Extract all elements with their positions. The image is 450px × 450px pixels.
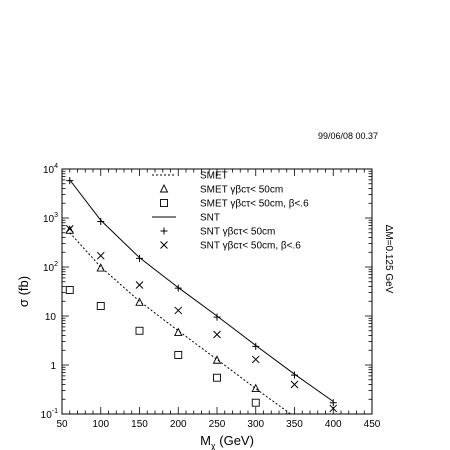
data-point-snt-c-50cm	[252, 342, 260, 350]
data-point-smet-c-50cm-6	[96, 302, 105, 310]
data-point-smet-c-50cm	[251, 383, 260, 393]
legend-label: SNT γβcτ< 50cm, β<.6	[200, 241, 301, 252]
data-point-snt-c-50cm	[136, 254, 143, 262]
legend-marker-swatch	[160, 227, 168, 235]
data-point-snt-c-50cm-6	[135, 281, 144, 289]
y-tick-label: 10	[45, 312, 57, 323]
y-tick-label: 10-1	[41, 408, 58, 421]
data-point-smet-c-50cm-6	[251, 398, 260, 407]
y-axis-label: σ (fb)	[16, 276, 31, 307]
y-tick-label: 102	[43, 261, 58, 274]
data-point-smet-c-50cm	[65, 225, 74, 234]
y-tick-label: 1	[50, 361, 56, 372]
data-point-snt-c-50cm	[329, 399, 337, 407]
data-point-snt-c-50cm-6	[96, 251, 105, 260]
data-point-smet-c-50cm	[96, 263, 105, 272]
data-point-snt-c-50cm-6	[290, 380, 299, 389]
x-tick-label: 250	[209, 419, 226, 430]
legend-label: SMET γβcτ< 50cm, β<.6	[200, 199, 309, 210]
legend-label: SNT γβcτ< 50cm	[200, 227, 275, 238]
legend-label: SMET γβcτ< 50cm	[200, 185, 283, 196]
data-point-snt-c-50cm	[66, 177, 74, 185]
legend-marker-swatch	[159, 183, 169, 193]
plot-series	[65, 177, 338, 415]
data-point-smet-c-50cm	[212, 355, 222, 364]
legend-marker-swatch	[160, 241, 168, 249]
x-tick-label: 400	[325, 419, 342, 430]
y-tick-label: 103	[43, 212, 58, 225]
data-point-snt-c-50cm-6	[65, 225, 74, 233]
x-tick-label: 300	[247, 419, 264, 430]
data-point-smet-c-50cm	[135, 297, 144, 306]
legend-label: SNT	[200, 213, 220, 224]
x-tick-label: 450	[364, 419, 381, 430]
x-tick-label: 50	[56, 419, 68, 430]
series-line-smet	[69, 232, 291, 415]
data-point-snt-c-50cm	[97, 217, 105, 225]
data-point-smet-c-50cm-6	[65, 286, 74, 294]
legend-marker-swatch	[160, 199, 168, 207]
data-point-smet-c-50cm-6	[135, 326, 144, 335]
data-point-snt-c-50cm	[213, 313, 221, 321]
x-tick-label: 350	[286, 419, 303, 430]
data-point-snt-c-50cm	[174, 284, 182, 292]
axes	[61, 168, 373, 415]
data-point-smet-c-50cm-6	[174, 351, 183, 359]
delta-m-annotation: ΔM=0.125 GeV	[383, 225, 394, 294]
x-tick-label: 200	[170, 419, 187, 430]
data-point-snt-c-50cm	[291, 371, 298, 379]
x-tick-label: 150	[131, 419, 148, 430]
data-point-snt-c-50cm-6	[213, 330, 221, 339]
x-axis-label: Mχ (GeV)	[200, 433, 254, 450]
y-tick-label: 104	[43, 163, 58, 176]
data-point-snt-c-50cm-6	[251, 355, 260, 364]
data-point-snt-c-50cm-6	[174, 306, 183, 315]
legend-label: SMET	[200, 171, 228, 182]
timestamp: 99/06/08 00.37	[318, 131, 379, 141]
data-point-smet-c-50cm-6	[213, 373, 221, 382]
x-tick-label: 100	[92, 419, 109, 430]
series-line-snt	[69, 179, 334, 402]
axis-labels: 50 100 150 200 250 300 350 400 45010410310210110…	[16, 163, 394, 450]
legend: SMET SMET γβcτ< 50cm SMET γβcτ< 50cm, β<.6…	[152, 171, 309, 252]
data-point-snt-c-50cm-6	[329, 404, 338, 413]
data-point-smet-c-50cm	[174, 327, 183, 336]
